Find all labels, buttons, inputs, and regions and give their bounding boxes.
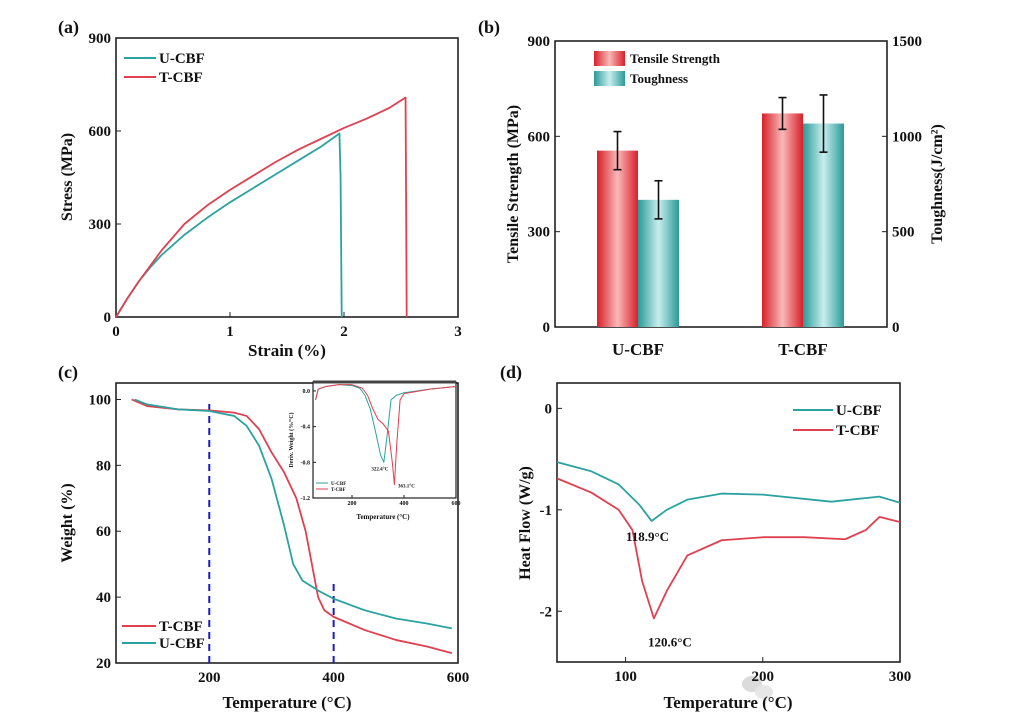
x-tick-label: 200 <box>752 669 775 685</box>
series-line-u-cbf <box>115 132 343 318</box>
y-tick-label: 0.0 <box>303 389 311 395</box>
panel-label: (b) <box>478 17 500 38</box>
legend-label: T-CBF <box>159 619 203 635</box>
y-axis-label: Stress (MPa) <box>59 133 76 221</box>
legend-label: Toughness <box>630 71 688 86</box>
x-axis-label: Temperature (°C) <box>356 513 410 521</box>
y-tick-label: -0.4 <box>301 425 311 431</box>
plot-frame <box>115 382 459 664</box>
x-axis-label: Strain (%) <box>248 341 326 360</box>
y-tick-label: 600 <box>528 129 551 145</box>
y-tick-label: 0 <box>545 401 553 417</box>
bar-toughness <box>638 199 679 327</box>
panel-label: (c) <box>58 362 78 383</box>
peak-annotation: 363.1°C <box>398 485 415 490</box>
legend-swatch <box>594 71 625 86</box>
series-line-t-cbf <box>115 96 408 318</box>
legend-label: U-CBF <box>331 482 346 487</box>
x-axis-label: Temperature (°C) <box>663 693 792 712</box>
y-right-tick-label: 1500 <box>892 34 922 50</box>
x-tick-label: 100 <box>614 669 637 685</box>
y-tick-label: -1 <box>540 503 553 519</box>
legend-label: Tensile Strength <box>630 51 721 66</box>
x-axis-label: Temperature (°C) <box>222 693 351 712</box>
bar-toughness <box>803 123 844 327</box>
y-tick-label: 0 <box>543 320 551 336</box>
x-tick-label: 200 <box>348 501 357 507</box>
y-tick-label: 100 <box>89 392 112 408</box>
y-right-tick-label: 1000 <box>892 129 922 145</box>
legend-label: T-CBF <box>836 423 880 439</box>
y-axis-label: Heat Flow (W/g) <box>517 466 534 580</box>
series-line-t-cbf <box>315 384 457 486</box>
y-tick-label: 300 <box>89 217 112 233</box>
x-category-label: U-CBF <box>612 340 664 359</box>
x-tick-label: 600 <box>447 670 470 686</box>
x-tick-label: 1 <box>226 324 234 340</box>
legend-swatch <box>594 51 625 66</box>
x-tick-label: 200 <box>198 670 221 686</box>
peak-annotation: 120.6°C <box>648 634 692 649</box>
y-tick-label: -1.2 <box>301 496 311 502</box>
y-axis-label: Deriv. Weight (%/°C) <box>288 412 295 467</box>
bar-tensile-strength <box>597 150 638 327</box>
wechat-watermark-icon <box>742 676 773 699</box>
legend-label: U-CBF <box>159 51 205 67</box>
x-category-label: T-CBF <box>778 340 827 359</box>
y-tick-label: 600 <box>89 124 112 140</box>
bar-tensile-strength <box>762 113 803 327</box>
x-tick-label: 0 <box>112 324 120 340</box>
series-line-u-cbf <box>134 398 452 630</box>
plot-frame <box>554 40 888 328</box>
y-tick-label: 80 <box>96 458 111 474</box>
y-tick-label: 60 <box>96 524 111 540</box>
y-tick-label: 40 <box>96 590 111 606</box>
x-tick-label: 300 <box>889 669 912 685</box>
x-tick-label: 400 <box>400 501 409 507</box>
legend-label: U-CBF <box>159 636 205 652</box>
x-tick-label: 3 <box>454 324 462 340</box>
legend-label: T-CBF <box>331 488 346 493</box>
series-line-u-cbf <box>556 461 901 522</box>
y-tick-label: 20 <box>96 656 111 672</box>
plot-frame <box>556 382 901 663</box>
x-tick-label: 600 <box>452 501 461 507</box>
y-axis-label: Tensile Strength (MPa) <box>505 105 522 263</box>
series-line-t-cbf <box>556 477 901 620</box>
y-tick-label: -2 <box>540 604 553 620</box>
legend-label: T-CBF <box>159 70 203 86</box>
y-tick-label: -0.8 <box>301 460 311 466</box>
y-right-tick-label: 0 <box>892 320 900 336</box>
y-tick-label: 300 <box>528 225 551 241</box>
y-tick-label: 900 <box>89 31 112 47</box>
y-right-axis-label: Toughness(J/cm²) <box>929 124 946 244</box>
x-tick-label: 400 <box>322 670 345 686</box>
y-tick-label: 900 <box>528 34 551 50</box>
panel-label: (d) <box>500 362 522 383</box>
panel-label: (a) <box>58 17 79 38</box>
y-axis-label: Weight (%) <box>59 483 76 563</box>
peak-annotation: 118.9°C <box>626 529 669 544</box>
x-tick-label: 2 <box>340 324 348 340</box>
peak-annotation: 322.4°C <box>371 467 388 472</box>
inset-background <box>313 382 456 498</box>
y-tick-label: 0 <box>104 310 112 326</box>
legend-label: U-CBF <box>836 403 882 419</box>
plot-frame <box>115 37 459 318</box>
y-right-tick-label: 500 <box>892 225 915 241</box>
